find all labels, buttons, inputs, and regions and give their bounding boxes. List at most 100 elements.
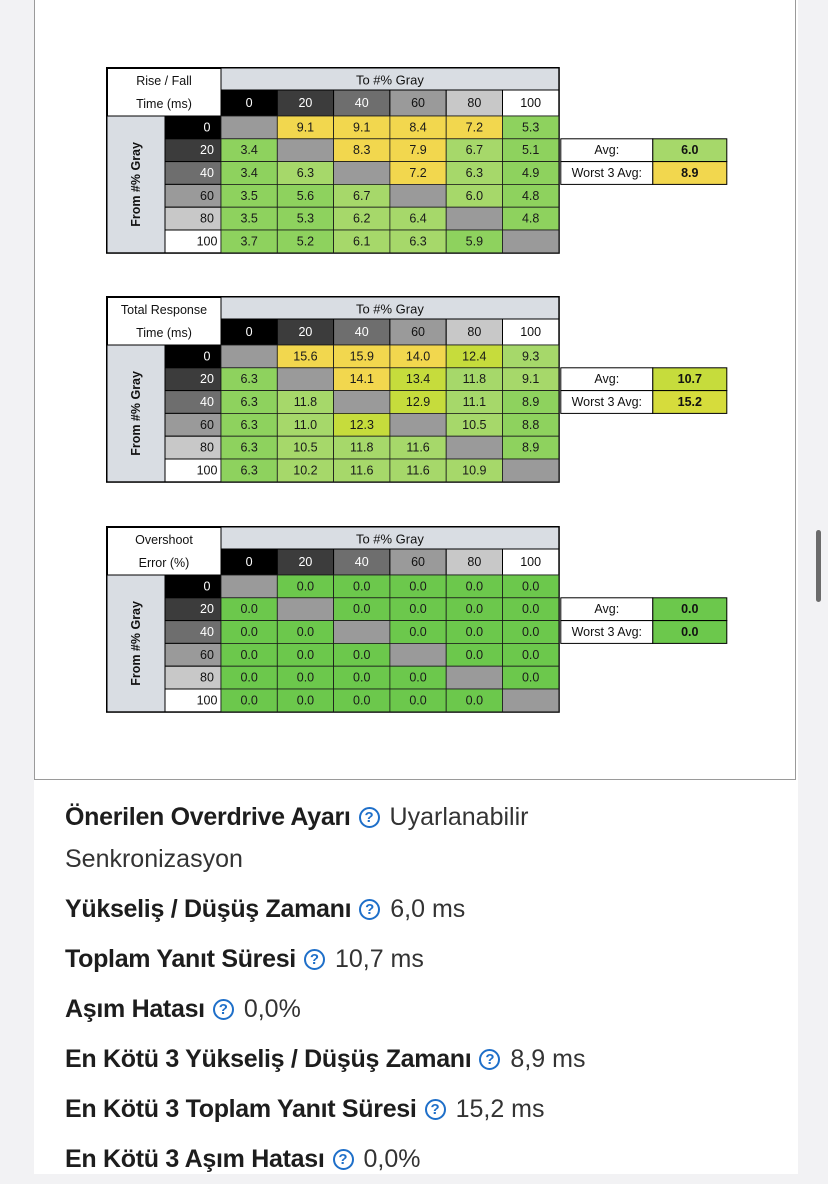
diagonal-cell (445, 665, 503, 690)
response-time-tables: Rise / Fall Time (ms) To #% Gray From #% Gr… (106, 67, 728, 713)
data-cell-value: 5.3 (522, 120, 539, 134)
data-cell-value: 0.0 (353, 648, 370, 662)
worst-value-cell (652, 161, 728, 185)
data-cell-value: 0.0 (409, 671, 426, 685)
data-cell-value: 3.5 (240, 212, 257, 226)
diagonal-cell (389, 183, 447, 208)
spec-value: 6,0 ms (390, 895, 466, 923)
data-cell-value: 6.3 (240, 372, 257, 386)
help-icon[interactable]: ? (359, 899, 381, 920)
spec-row-worst-overshoot: En Kötü 3 Aşım Hatası? 0,0% (65, 1134, 765, 1184)
data-cell-value: 14.0 (406, 349, 430, 363)
data-cell-value: 11.6 (350, 463, 373, 477)
col-header-cell (389, 548, 447, 576)
diagonal-cell (445, 206, 503, 231)
col-header-cell (333, 89, 391, 117)
data-cell-value: 6.3 (297, 166, 314, 180)
help-icon[interactable]: ? (424, 1099, 446, 1120)
data-cell-value: 14.1 (350, 372, 374, 386)
help-icon[interactable]: ? (303, 949, 325, 970)
help-icon[interactable]: ? (479, 1049, 501, 1070)
col-header-cell (445, 548, 504, 576)
spec-row-rise-fall: Yükseliş / Düşüş Zamanı? 6,0 ms (65, 884, 765, 934)
data-cell-value: 0.0 (466, 625, 483, 639)
corner-label-line1: Overshoot (135, 533, 193, 547)
data-cell-value: 0.0 (466, 602, 483, 616)
row-header-cell (164, 115, 222, 140)
col-header-cell (333, 548, 391, 576)
data-cell-value: 0.0 (409, 625, 426, 639)
data-cell-value: 4.9 (522, 166, 539, 180)
row-header-label: 0 (204, 120, 211, 134)
diagonal-cell (276, 597, 335, 621)
data-cell-value: 11.6 (406, 441, 429, 455)
spec-value: 0,0% (243, 995, 301, 1023)
spec-label: Yükseliş / Düşüş Zamanı (65, 895, 352, 923)
data-cell-value: 3.5 (240, 189, 257, 203)
row-title-band (106, 574, 166, 713)
diagonal-cell (333, 161, 391, 185)
data-cell-value: 0.0 (522, 648, 539, 662)
col-header-cell (220, 548, 278, 576)
data-cell-value: 5.1 (522, 143, 539, 157)
col-header-label: 20 (298, 325, 312, 339)
col-header-cell (389, 89, 447, 117)
data-cell-value: 0.0 (409, 579, 426, 593)
row-header-label: 80 (200, 212, 214, 226)
data-cell-value: 6.4 (409, 212, 426, 226)
data-cell-value: 11.8 (294, 395, 317, 409)
help-icon[interactable]: ? (212, 999, 234, 1020)
data-cell-value: 4.8 (522, 212, 539, 226)
worst-label: Worst 3 Avg: (572, 395, 642, 409)
data-cell-value: 0.0 (297, 671, 314, 685)
data-cell-value: 0.0 (240, 625, 257, 639)
avg-value: 0.0 (681, 602, 698, 616)
worst-value-cell (652, 620, 728, 644)
scrollbar-thumb[interactable] (816, 530, 821, 602)
data-cell-value: 4.8 (522, 189, 539, 203)
spec-value: 10,7 ms (334, 945, 424, 973)
data-cell-value: 0.0 (297, 693, 314, 707)
avg-label: Avg: (594, 602, 619, 616)
data-cell-value: 7.9 (409, 143, 426, 157)
data-cell-value: 0.0 (409, 693, 426, 707)
col-header-label: 0 (246, 555, 253, 569)
corner-label-line2: Time (ms) (136, 97, 192, 111)
row-header-label: 100 (197, 463, 218, 477)
avg-value: 10.7 (678, 372, 702, 386)
diagonal-cell (502, 688, 560, 713)
spec-row-overshoot: Aşım Hatası? 0,0% (65, 984, 765, 1034)
data-cell-value: 10.5 (462, 418, 486, 432)
response-table-2: Total Response Time (ms) To #% Gray From #%… (106, 296, 728, 483)
help-icon[interactable]: ? (332, 1149, 354, 1170)
row-title: From #% Gray (129, 142, 143, 227)
spec-value: 0,0% (363, 1145, 421, 1173)
corner-label-line1: Total Response (121, 303, 207, 317)
col-header-label: 20 (298, 555, 312, 569)
diagonal-cell (502, 458, 560, 483)
col-header-label: 0 (246, 96, 253, 110)
data-cell-value: 6.7 (353, 189, 370, 203)
spec-value: 8,9 ms (510, 1045, 586, 1073)
spec-label: En Kötü 3 Aşım Hatası (65, 1145, 325, 1173)
row-header-label: 20 (200, 372, 214, 386)
row-header-label: 0 (204, 579, 211, 593)
worst-label: Worst 3 Avg: (572, 166, 642, 180)
data-cell-value: 0.0 (522, 625, 539, 639)
row-header-label: 80 (200, 441, 214, 455)
col-header-label: 40 (355, 96, 369, 110)
data-cell-value: 6.3 (409, 234, 426, 248)
data-cell-value: 8.4 (409, 120, 426, 134)
data-cell-value: 10.5 (293, 441, 317, 455)
data-cell-value: 3.4 (240, 143, 257, 157)
spec-label: Toplam Yanıt Süresi (65, 945, 296, 973)
row-header-cell (164, 344, 222, 369)
worst-value: 8.9 (681, 166, 698, 180)
help-icon[interactable]: ? (358, 807, 380, 828)
diagonal-cell (333, 620, 391, 644)
data-cell-value: 11.8 (463, 372, 486, 386)
data-cell-value: 0.0 (409, 602, 426, 616)
data-cell-value: 8.9 (522, 441, 539, 455)
spec-label: Aşım Hatası (65, 995, 205, 1023)
col-header-label: 100 (520, 96, 541, 110)
